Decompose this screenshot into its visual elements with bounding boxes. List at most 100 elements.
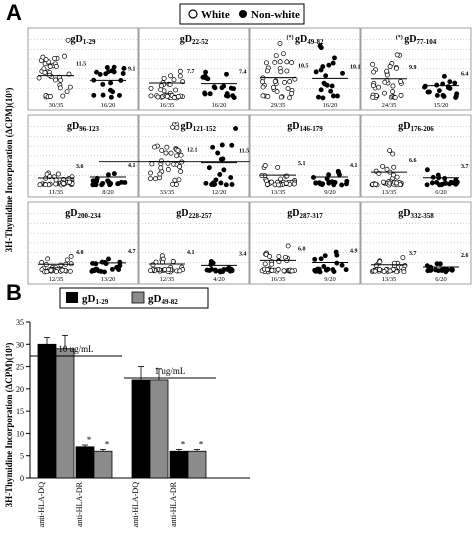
white-point [390, 89, 396, 95]
white-median-label: 9.9 [409, 65, 417, 71]
white-point [41, 66, 47, 72]
white-point [276, 182, 281, 188]
white-fraction: 16/35 [271, 276, 286, 283]
panel-a-ylabel: 3H-Thymidine Incorporation (ΔCPM)(10³) [4, 88, 14, 253]
legend-gd1-label: gD1-29 [82, 293, 109, 306]
nonwhite-point [229, 142, 235, 148]
title-gd: gD [398, 121, 410, 132]
white-point [52, 55, 57, 61]
white-point [260, 93, 266, 99]
title-gd: gD [287, 208, 299, 219]
white-point [289, 268, 295, 274]
white-point [260, 79, 265, 85]
nonwhite-point [335, 93, 340, 99]
y-tick-label: 15 [16, 407, 24, 416]
subplot-title: gD146-179 [287, 121, 323, 133]
white-point [177, 164, 183, 170]
nonwhite-point [332, 55, 337, 61]
title-gd: gD [404, 34, 416, 45]
nonwhite-point [334, 260, 340, 266]
white-median-label: 7.7 [187, 69, 195, 75]
nonwhite-point [219, 142, 225, 148]
white-point [174, 125, 180, 131]
subplot-200-234: gD200-234 4.0 12/35 4.7 13/20 [27, 201, 139, 285]
white-point [281, 268, 287, 274]
white-point [264, 267, 270, 273]
white-point [377, 259, 383, 265]
nonwhite-median-label: 10.1 [350, 64, 361, 70]
nonwhite-point [323, 73, 329, 79]
nonwhite-point [120, 71, 126, 76]
nonwhite-point [217, 268, 223, 274]
white-point [287, 79, 293, 85]
title-range: 332-358 [410, 212, 434, 220]
nonwhite-fraction: 6/20 [435, 189, 447, 196]
white-fraction: 11/35 [49, 189, 64, 196]
nonwhite-fraction: 8/20 [102, 189, 114, 196]
white-fraction: 13/35 [382, 189, 397, 196]
white-point [372, 268, 378, 274]
title-range: 22-52 [192, 38, 209, 46]
panel-b-ylabel: 3H-Thymidine Incorporation (ΔCPM)(10³) [4, 343, 14, 508]
nonwhite-point [439, 181, 445, 187]
nonwhite-median-label: 3.4 [239, 251, 247, 257]
white-point [370, 83, 376, 89]
white-point [177, 68, 183, 74]
white-point [149, 161, 155, 167]
nonwhite-point [221, 167, 227, 173]
white-fraction: 12/35 [160, 276, 175, 283]
category-label: + anti-HLA-DQ [131, 482, 140, 528]
panel-b-chart: 0 5 10 15 20 25 30 35 + anti-HLA-DQ * * + anti-HLA-… [16, 318, 250, 533]
white-point [380, 179, 386, 185]
bar-49-82-3 [187, 450, 207, 479]
white-point [45, 256, 51, 262]
nonwhite-point [444, 267, 450, 273]
subplot-title: gD96-123 [67, 121, 100, 133]
white-point [289, 60, 295, 65]
nonwhite-point [453, 93, 459, 99]
nonwhite-fraction: 6/20 [435, 276, 447, 283]
white-point [178, 152, 184, 158]
nonwhite-point [425, 89, 431, 95]
nonwhite-point [422, 83, 428, 89]
nonwhite-point [312, 256, 318, 262]
nonwhite-point [203, 69, 208, 75]
bar-1-29-1 [75, 446, 95, 479]
nonwhite-point [202, 90, 208, 96]
title-gd: gD [180, 121, 192, 132]
nonwhite-point [212, 181, 218, 187]
nonwhite-point [227, 268, 233, 274]
nonwhite-median-label: 11.5 [239, 149, 249, 155]
nonwhite-point [448, 267, 454, 272]
nonwhite-point [91, 92, 97, 98]
nonwhite-point [441, 73, 447, 79]
white-point [398, 92, 404, 98]
category-label: + anti-HLA-DQ [37, 482, 46, 528]
nonwhite-point [424, 167, 430, 173]
panel-a-legend: White Non-white [179, 3, 305, 25]
nonwhite-point [219, 85, 225, 91]
nonwhite-point [223, 93, 229, 99]
nonwhite-point [213, 177, 219, 183]
subplot-96-123: gD96-123 3.6 11/35 4.1 8/20 [27, 114, 139, 198]
white-point [272, 79, 278, 84]
white-point [177, 73, 183, 79]
nonwhite-point [211, 84, 217, 90]
white-median-label: 4.1 [187, 250, 195, 256]
white-median-label: 6.6 [409, 158, 417, 164]
white-point [61, 181, 66, 186]
nonwhite-point [428, 267, 434, 273]
white-point [284, 59, 290, 65]
nonwhite-fraction: 13/20 [101, 276, 116, 283]
nonwhite-point [318, 67, 324, 73]
nonwhite-fraction: 9/20 [324, 276, 336, 283]
white-point [377, 267, 382, 272]
nonwhite-point [116, 267, 122, 272]
nonwhite-point [207, 91, 213, 97]
nonwhite-median-label: 4.9 [350, 248, 358, 254]
nonwhite-fraction: 16/20 [212, 102, 227, 109]
white-point [282, 80, 288, 85]
title-range: 200-234 [77, 212, 101, 220]
significance-star: * [87, 435, 92, 445]
nonwhite-point [321, 264, 327, 269]
